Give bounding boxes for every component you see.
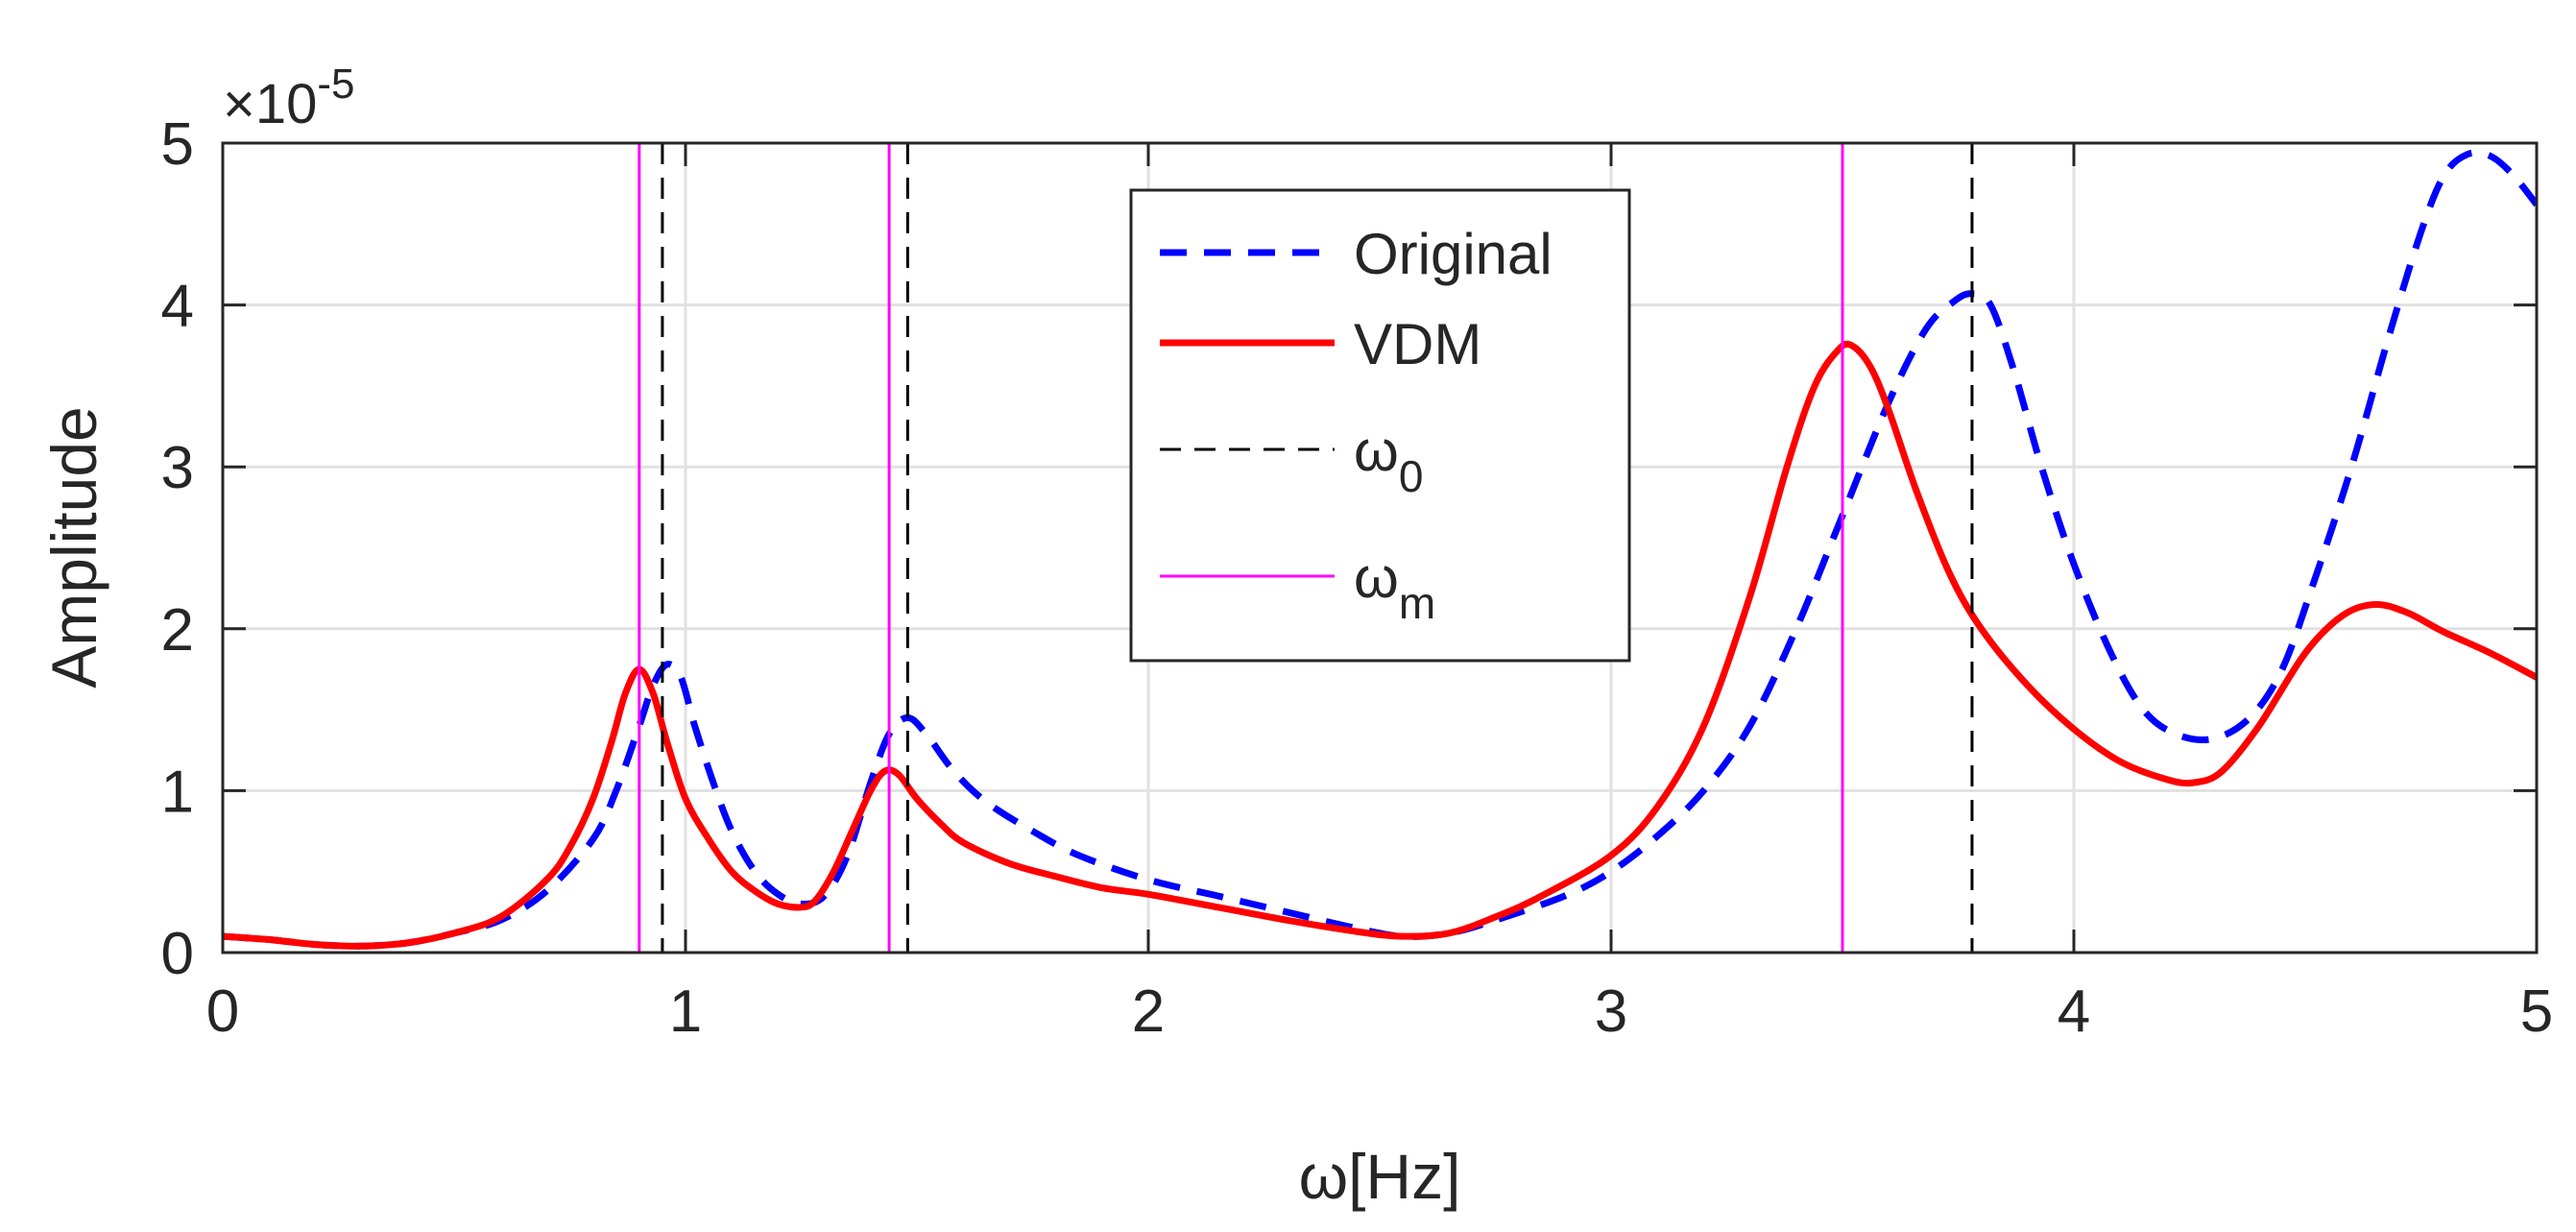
series-line-vdm <box>223 340 2537 950</box>
y-tick-label: 5 <box>161 111 194 178</box>
x-tick-label: 2 <box>1132 978 1165 1045</box>
legend-label-original: Original <box>1354 222 1553 286</box>
legend-label-omega0-main: ω <box>1354 419 1399 483</box>
x-tick-label: 1 <box>669 978 702 1045</box>
x-tick-label: 4 <box>2058 978 2090 1045</box>
y-tick-label: 0 <box>161 921 194 987</box>
y-tick-label: 4 <box>161 274 194 340</box>
legend-label-omega0: ω0 <box>1354 419 1423 501</box>
legend-label-omega0-sub: 0 <box>1399 451 1424 501</box>
exponent-label: ×10-5 <box>223 60 355 135</box>
x-tick-label: 5 <box>2520 978 2553 1045</box>
plot-frame <box>221 141 2539 954</box>
legend: Original VDM ω0 ωm <box>1129 188 1631 663</box>
legend-label-omegam-main: ω <box>1354 545 1399 610</box>
vline-layer <box>638 143 1974 953</box>
legend-label-vdm: VDM <box>1354 312 1481 376</box>
exponent-base: ×10 <box>223 73 317 135</box>
exponent-power: -5 <box>317 60 354 108</box>
y-axis-label: Amplitude <box>38 406 109 688</box>
x-tick-label: 0 <box>206 978 239 1045</box>
y-tick-label: 1 <box>161 759 194 825</box>
legend-label-omegam-sub: m <box>1399 578 1435 628</box>
ticks: 0 1 2 3 4 5 0 1 2 3 4 5 <box>161 111 2554 1045</box>
legend-label-omegam: ωm <box>1354 545 1435 628</box>
legend-box <box>1129 188 1631 663</box>
y-tick-label: 3 <box>161 435 194 501</box>
x-tick-label: 3 <box>1595 978 1627 1045</box>
y-tick-label: 2 <box>161 597 194 664</box>
x-axis-label: ω[Hz] <box>1299 1141 1461 1212</box>
